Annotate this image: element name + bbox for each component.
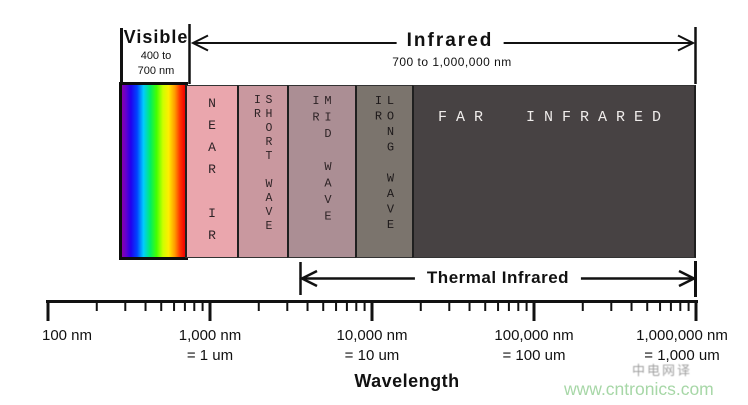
visible-range-line2: 700 nm [137, 64, 175, 77]
axis-tick-label-10000nm: 10,000 nm = 10 um [337, 326, 408, 367]
axis-tick-label-1000nm: 1,000 nm = 1 um [179, 326, 242, 367]
thermal-infrared-title: Thermal Infrared [414, 268, 582, 288]
tick-100000nm-line2: = 100 um [502, 347, 566, 365]
tick-1000000nm-line1: 1,000,000 nm [636, 327, 728, 344]
tick-1000nm-line2: = 1 um [186, 347, 234, 365]
tick-100nm-line1: 100 nm [41, 327, 93, 344]
band-mid-wave-ir: MID WAVE IR [287, 85, 355, 258]
cn-watermark: 中电网译 [632, 363, 693, 378]
visible-region-title: Visible [123, 27, 189, 47]
tick-10000nm-line2: = 10 um [344, 347, 400, 365]
band-near-ir-label: NEAR IR [204, 96, 220, 250]
wavelength-axis-title: Wavelength [354, 371, 460, 391]
infrared-region-title: Infrared [396, 30, 504, 52]
band-mid-wave-ir-label: MID WAVE IR [309, 94, 335, 226]
wavelength-axis-ticks [46, 300, 698, 321]
visible-region-range: 400 to 700 nm [138, 49, 175, 79]
axis-tick-label-100000nm: 100,000 nm = 100 um [494, 326, 573, 367]
band-far-infrared: FAR INFRARED [412, 85, 696, 258]
axis-tick-label-1000000nm: 1,000,000 nm = 1,000 um [636, 326, 728, 367]
band-near-ir: NEAR IR [185, 85, 237, 258]
tick-100000nm-line1: 100,000 nm [494, 327, 574, 344]
tick-10000nm-line1: 10,000 nm [336, 327, 408, 344]
band-long-wave-ir-label: LONG WAVE IR [371, 94, 398, 234]
band-short-wave-ir-label: SHORT WAVE IR [251, 94, 276, 234]
band-long-wave-ir: LONG WAVE IR [355, 85, 412, 258]
tick-1000nm-line1: 1,000 nm [178, 327, 242, 344]
band-short-wave-ir: SHORT WAVE IR [237, 85, 287, 258]
visible-range-line1: 400 to [140, 50, 172, 62]
band-far-infrared-label: FAR INFRARED [437, 109, 671, 126]
site-watermark: www.cntronics.com [564, 379, 714, 399]
axis-tick-label-100nm: 100 nm [42, 326, 92, 346]
visible-spectrum-band [119, 82, 188, 260]
infrared-region-range: 700 to 1,000,000 nm [388, 55, 516, 69]
tick-1000000nm-line2: = 1,000 um [644, 347, 720, 365]
